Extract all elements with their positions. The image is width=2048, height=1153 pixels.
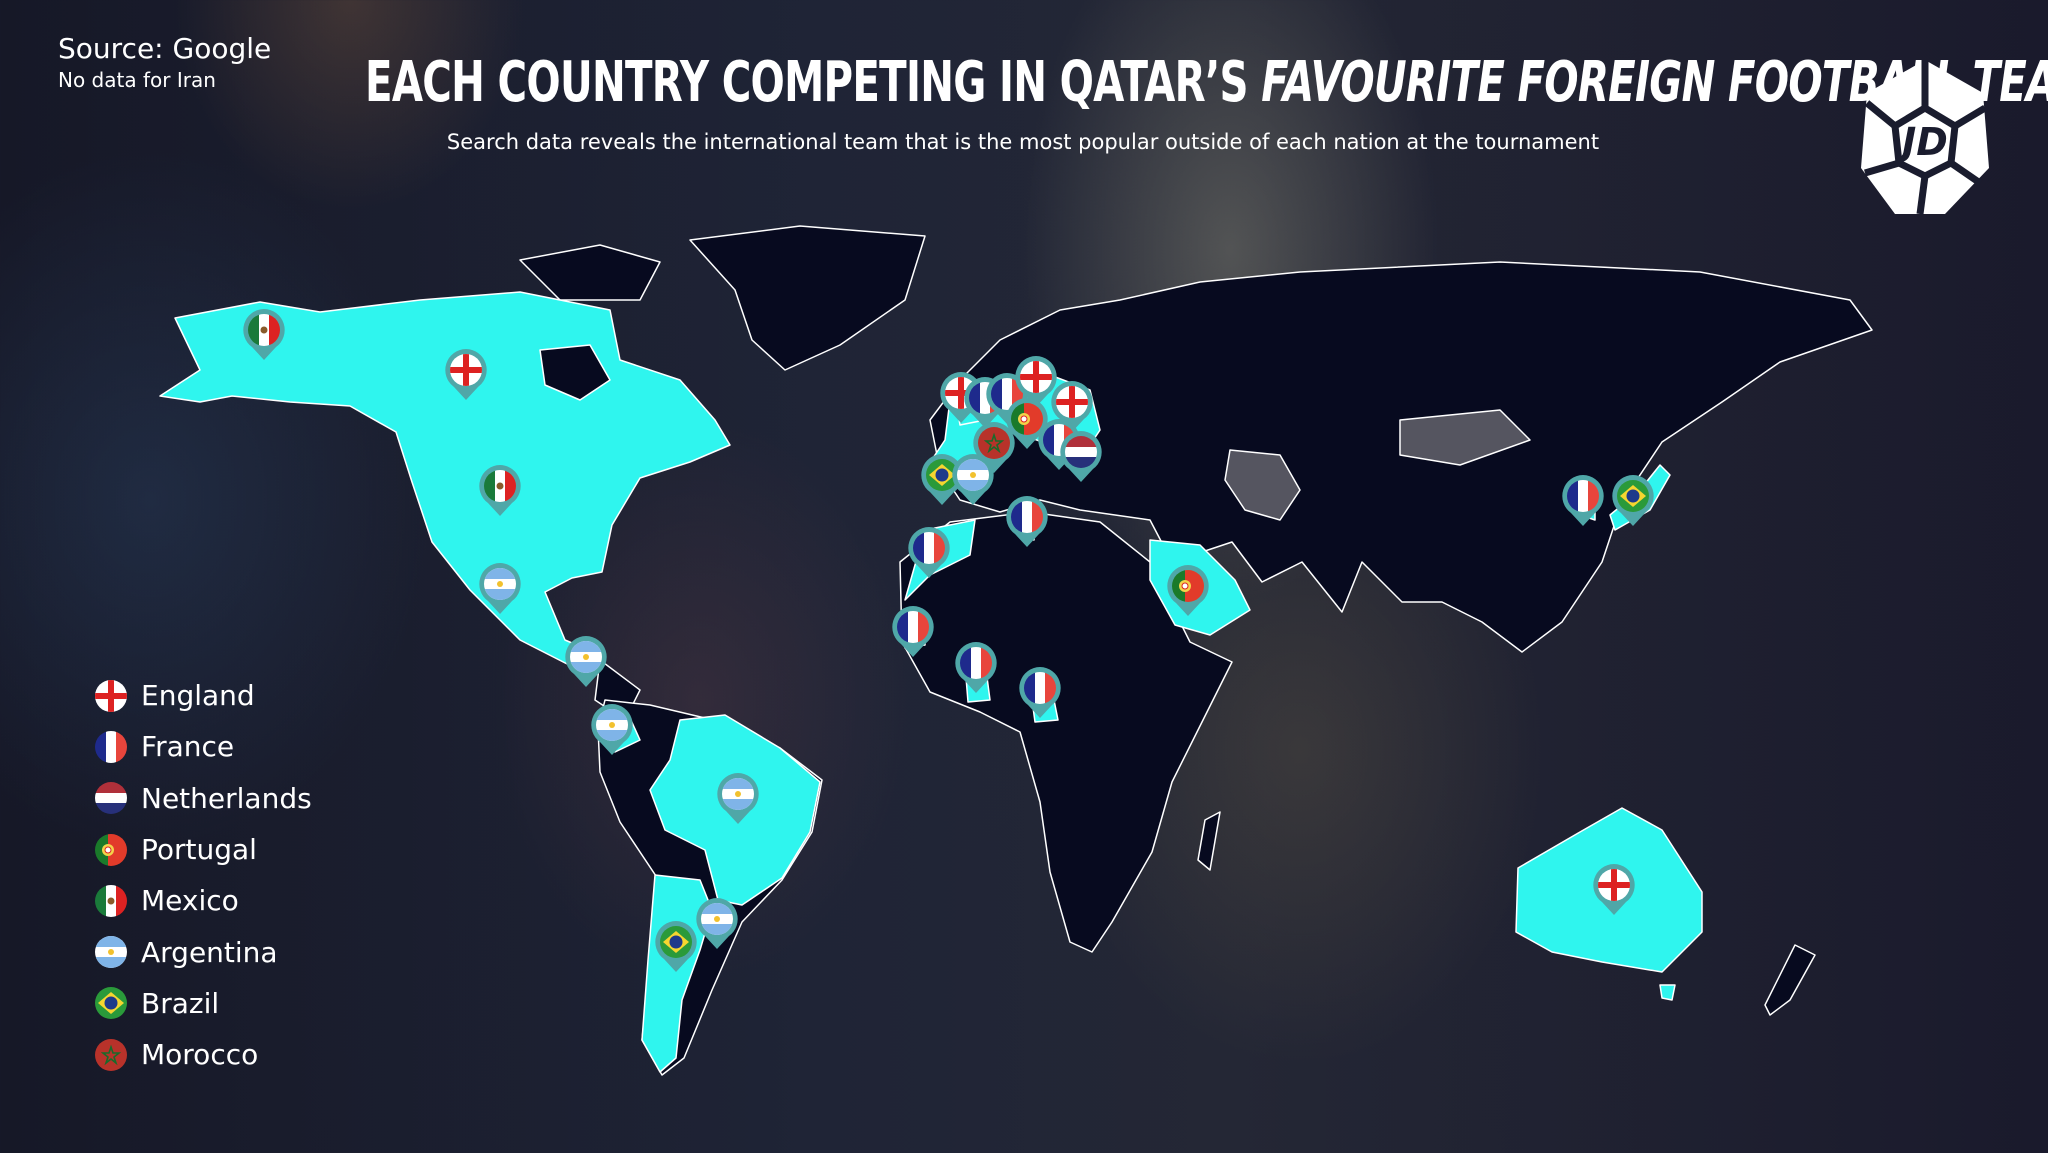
country-new-zealand: [1764, 944, 1816, 1016]
brazil-flag-icon: [95, 987, 127, 1020]
no-data-note: No data for Iran: [58, 68, 216, 92]
map-pin-argentina[interactable]: [952, 454, 994, 505]
map-pin-mexico[interactable]: [479, 465, 521, 516]
map-pin-france[interactable]: [1006, 496, 1048, 547]
legend-label: France: [141, 730, 235, 764]
svg-text:JD: JD: [1895, 120, 1948, 164]
legend-label: Argentina: [141, 935, 278, 969]
legend-item-argentina: Argentina: [95, 926, 312, 977]
map-pin-england[interactable]: [1051, 381, 1093, 432]
map-pin-portugal[interactable]: [1006, 398, 1048, 449]
legend-label: Morocco: [141, 1038, 259, 1072]
legend-label: England: [141, 679, 255, 713]
jd-logo: JD: [1861, 60, 1989, 215]
map-pin-argentina[interactable]: [717, 773, 759, 824]
argentina-flag-icon: [95, 936, 127, 969]
country-argentina: [641, 874, 713, 1073]
map-pin-argentina[interactable]: [479, 563, 521, 614]
map-pin-france[interactable]: [1019, 667, 1061, 718]
legend-label: Portugal: [141, 833, 257, 867]
legend-item-mexico: Mexico: [95, 875, 312, 926]
country-madagascar: [1197, 811, 1221, 871]
subtitle: Search data reveals the international te…: [446, 130, 1600, 154]
legend-label: Mexico: [141, 884, 239, 918]
legend-item-brazil: Brazil: [95, 978, 312, 1029]
country-mongolia: [1399, 409, 1531, 466]
netherlands-flag-icon: [95, 782, 127, 815]
map-pin-portugal[interactable]: [1167, 565, 1209, 616]
map-pin-france[interactable]: [908, 527, 950, 578]
source-note: Source: Google: [58, 32, 272, 65]
legend-item-france: France: [95, 721, 312, 772]
country-canada-arctic: [519, 244, 661, 301]
map-pin-england[interactable]: [1015, 356, 1057, 407]
map-pin-france[interactable]: [1562, 475, 1604, 526]
title-main: EACH COUNTRY COMPETING IN QATAR’S: [365, 50, 1249, 115]
country-eurasia: [929, 261, 1873, 653]
map-pin-france[interactable]: [955, 642, 997, 693]
map-pin-england[interactable]: [1593, 864, 1635, 915]
map-pin-brazil[interactable]: [655, 921, 697, 972]
map-pin-brazil[interactable]: [921, 454, 963, 505]
country-north-america: [159, 291, 731, 669]
morocco-flag-icon: [95, 1038, 127, 1071]
legend-item-morocco: Morocco: [95, 1029, 312, 1080]
map-pin-mexico[interactable]: [243, 309, 285, 360]
england-flag-icon: [95, 679, 127, 712]
legend: England France Netherlands Portugal Mexico Ar…: [95, 670, 312, 1080]
legend-label: Netherlands: [141, 781, 312, 815]
map-pin-argentina[interactable]: [591, 704, 633, 755]
map-pin-brazil[interactable]: [1612, 475, 1654, 526]
map-pin-england[interactable]: [445, 349, 487, 400]
country-iran: [1224, 449, 1301, 521]
map-pin-argentina[interactable]: [696, 898, 738, 949]
france-flag-icon: [95, 730, 127, 763]
legend-item-england: England: [95, 670, 312, 721]
mexico-flag-icon: [95, 884, 127, 917]
legend-item-portugal: Portugal: [95, 824, 312, 875]
country-africa: [899, 511, 1233, 953]
map-pin-france[interactable]: [892, 606, 934, 657]
legend-label: Brazil: [141, 986, 220, 1020]
map-pin-netherlands[interactable]: [1060, 431, 1102, 482]
legend-item-netherlands: Netherlands: [95, 773, 312, 824]
country-hudson-bay: [539, 344, 611, 401]
country-greenland: [689, 225, 926, 371]
country-tasmania: [1659, 984, 1676, 1001]
portugal-flag-icon: [95, 833, 127, 866]
map-pin-argentina[interactable]: [565, 636, 607, 687]
